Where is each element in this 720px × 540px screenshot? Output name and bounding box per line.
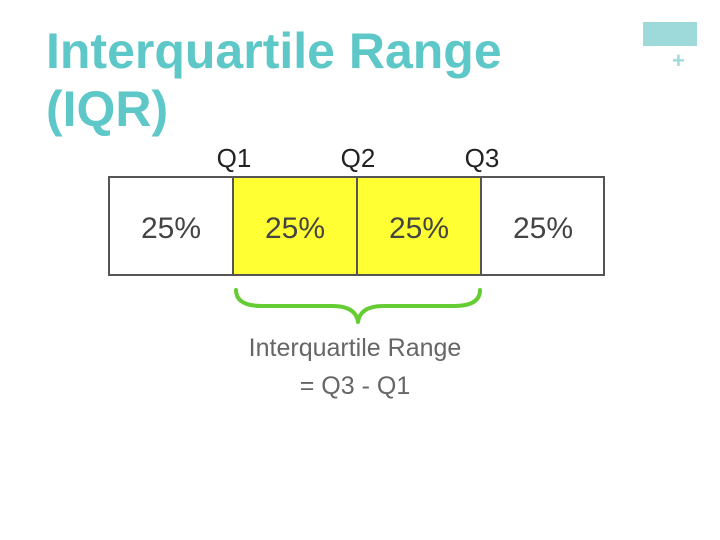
quartile-label-q3: Q3 xyxy=(465,143,500,173)
segment-label-1: 25% xyxy=(141,212,201,245)
plus-icon: + xyxy=(672,48,685,73)
quartile-label-q1: Q1 xyxy=(217,143,252,173)
segment-box-4 xyxy=(480,176,605,276)
segment-label-2: 25% xyxy=(265,212,325,245)
segment-box-1 xyxy=(108,176,234,276)
segment-label-4: 25% xyxy=(513,212,573,245)
segment-box-3 xyxy=(356,176,482,276)
iqr-caption-line2: = Q3 - Q1 xyxy=(300,372,410,400)
segment-label-3: 25% xyxy=(389,212,449,245)
quartile-label-q2: Q2 xyxy=(341,143,376,173)
corner-accent-bar xyxy=(643,22,697,46)
iqr-brace xyxy=(234,288,482,324)
iqr-caption-line1: Interquartile Range xyxy=(249,334,462,362)
slide-title: Interquartile Range (IQR) xyxy=(46,23,502,137)
